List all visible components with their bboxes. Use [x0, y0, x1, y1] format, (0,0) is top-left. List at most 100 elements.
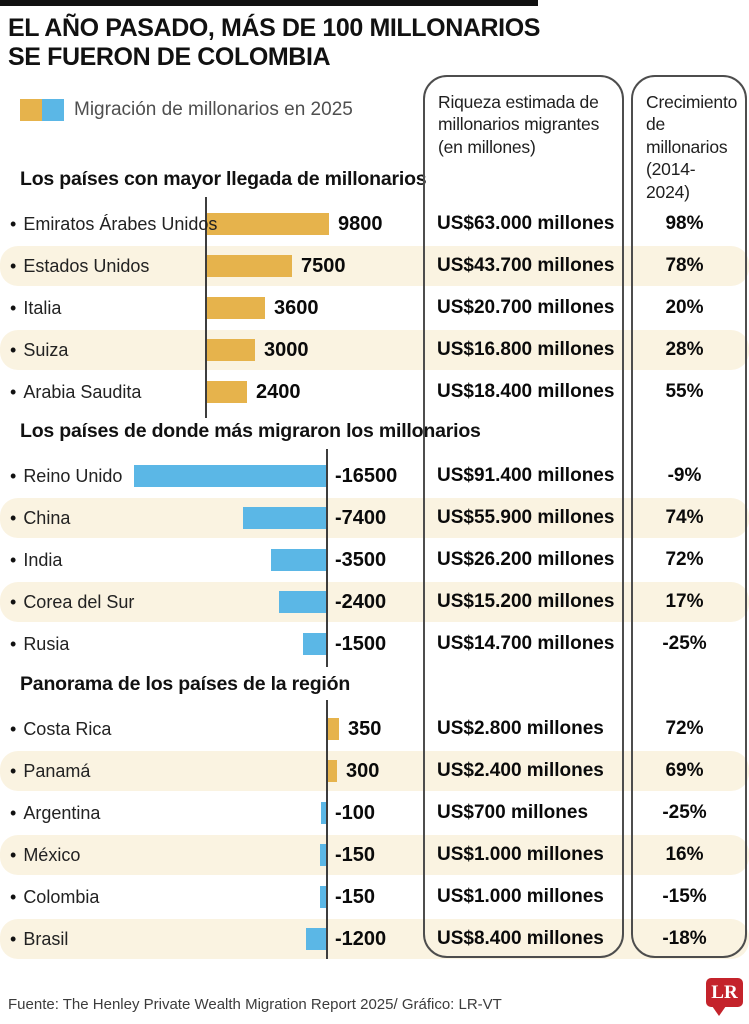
wealth-value: US$700 millones	[437, 802, 589, 823]
growth-column-header: Crecimiento de millonarios (2014-2024)	[646, 92, 738, 202]
row-stripe	[0, 246, 749, 286]
country-label: • China	[10, 497, 310, 539]
bar	[207, 339, 255, 361]
bullet-icon: •	[10, 340, 17, 360]
wealth-value: US$2.800 millones	[437, 718, 604, 739]
country-name: Panamá	[23, 761, 91, 781]
section-title: Panorama de los países de la región	[20, 673, 351, 695]
row-stripe	[0, 919, 749, 959]
country-label: • Panamá	[10, 750, 310, 792]
country-label: • México	[10, 834, 310, 876]
country-label: • Corea del Sur	[10, 581, 310, 623]
growth-value: 16%	[665, 844, 704, 865]
country-label: • Suiza	[10, 329, 310, 371]
bar	[321, 802, 326, 824]
country-name: Arabia Saudita	[23, 382, 142, 402]
bar-value: -1200	[335, 928, 387, 950]
bar-value: -7400	[335, 507, 387, 529]
bullet-icon: •	[10, 592, 17, 612]
wealth-value: US$91.400 millones	[437, 465, 615, 486]
bullet-icon: •	[10, 214, 17, 234]
bar	[320, 886, 326, 908]
bar-value: -2400	[335, 591, 387, 613]
bar-value: -16500	[335, 465, 398, 487]
bullet-icon: •	[10, 466, 17, 486]
country-name: Rusia	[23, 634, 70, 654]
wealth-value: US$2.400 millones	[437, 760, 604, 781]
wealth-value: US$14.700 millones	[437, 633, 615, 654]
bullet-icon: •	[10, 887, 17, 907]
row-stripe	[0, 330, 749, 370]
wealth-value: US$18.400 millones	[437, 381, 615, 402]
bullet-icon: •	[10, 845, 17, 865]
row-stripe	[0, 835, 749, 875]
row-stripe	[0, 582, 749, 622]
wealth-value: US$8.400 millones	[437, 928, 604, 949]
growth-value: 55%	[665, 381, 704, 402]
bar-value: 3600	[274, 297, 319, 319]
country-label: • Arabia Saudita	[10, 371, 310, 413]
growth-value: -9%	[667, 465, 702, 486]
growth-value: 17%	[665, 591, 704, 612]
bar-value: 2400	[256, 381, 301, 403]
growth-value: 74%	[665, 507, 704, 528]
growth-value: 20%	[665, 297, 704, 318]
bullet-icon: •	[10, 761, 17, 781]
bar-value: 7500	[301, 255, 346, 277]
page-title: EL AÑO PASADO, MÁS DE 100 MILLONARIOS SE…	[8, 14, 568, 72]
section-title: Los países de donde más migraron los mil…	[20, 420, 481, 442]
bar	[207, 255, 292, 277]
growth-value: -18%	[662, 928, 707, 949]
bar	[207, 213, 329, 235]
bar-value: -3500	[335, 549, 387, 571]
bullet-icon: •	[10, 929, 17, 949]
lr-logo-tail-icon	[712, 1006, 726, 1016]
bar-value: 9800	[338, 213, 383, 235]
country-name: Brasil	[23, 929, 69, 949]
growth-value: 69%	[665, 760, 704, 781]
axis-line	[326, 700, 328, 959]
wealth-value: US$26.200 millones	[437, 549, 615, 570]
growth-value: -25%	[662, 633, 707, 654]
bar-value: -100	[335, 802, 376, 824]
source-note: Fuente: The Henley Private Wealth Migrat…	[8, 996, 502, 1013]
bullet-icon: •	[10, 634, 17, 654]
growth-value: -25%	[662, 802, 707, 823]
row-stripe	[0, 498, 749, 538]
country-name: India	[23, 550, 63, 570]
bar	[320, 844, 326, 866]
growth-value: 78%	[665, 255, 704, 276]
axis-line	[205, 197, 207, 418]
bullet-icon: •	[10, 382, 17, 402]
growth-value: -15%	[662, 886, 707, 907]
country-label: • Colombia	[10, 876, 310, 918]
growth-value: 72%	[665, 718, 704, 739]
country-name: Suiza	[23, 340, 69, 360]
country-name: Corea del Sur	[23, 592, 135, 612]
country-name: Reino Unido	[23, 466, 123, 486]
bar-value: 300	[346, 760, 380, 782]
country-label: • Costa Rica	[10, 708, 310, 750]
bullet-icon: •	[10, 298, 17, 318]
country-label: • India	[10, 539, 310, 581]
bar	[207, 297, 265, 319]
country-name: Italia	[23, 298, 62, 318]
bar	[328, 718, 339, 740]
country-label: • Rusia	[10, 623, 310, 665]
country-name: Colombia	[23, 887, 100, 907]
wealth-column-header: Riqueza estimada de millonarios migrante…	[438, 92, 600, 157]
wealth-value: US$63.000 millones	[437, 213, 615, 234]
country-name: Estados Unidos	[23, 256, 150, 276]
country-name: Argentina	[23, 803, 101, 823]
row-stripe	[0, 751, 749, 791]
wealth-value: US$1.000 millones	[437, 844, 604, 865]
bar	[271, 549, 326, 571]
country-label: • Brasil	[10, 918, 310, 960]
bar	[243, 507, 326, 529]
bullet-icon: •	[10, 550, 17, 570]
bar	[207, 381, 247, 403]
axis-line	[326, 449, 328, 667]
country-name: China	[23, 508, 71, 528]
wealth-value: US$43.700 millones	[437, 255, 615, 276]
